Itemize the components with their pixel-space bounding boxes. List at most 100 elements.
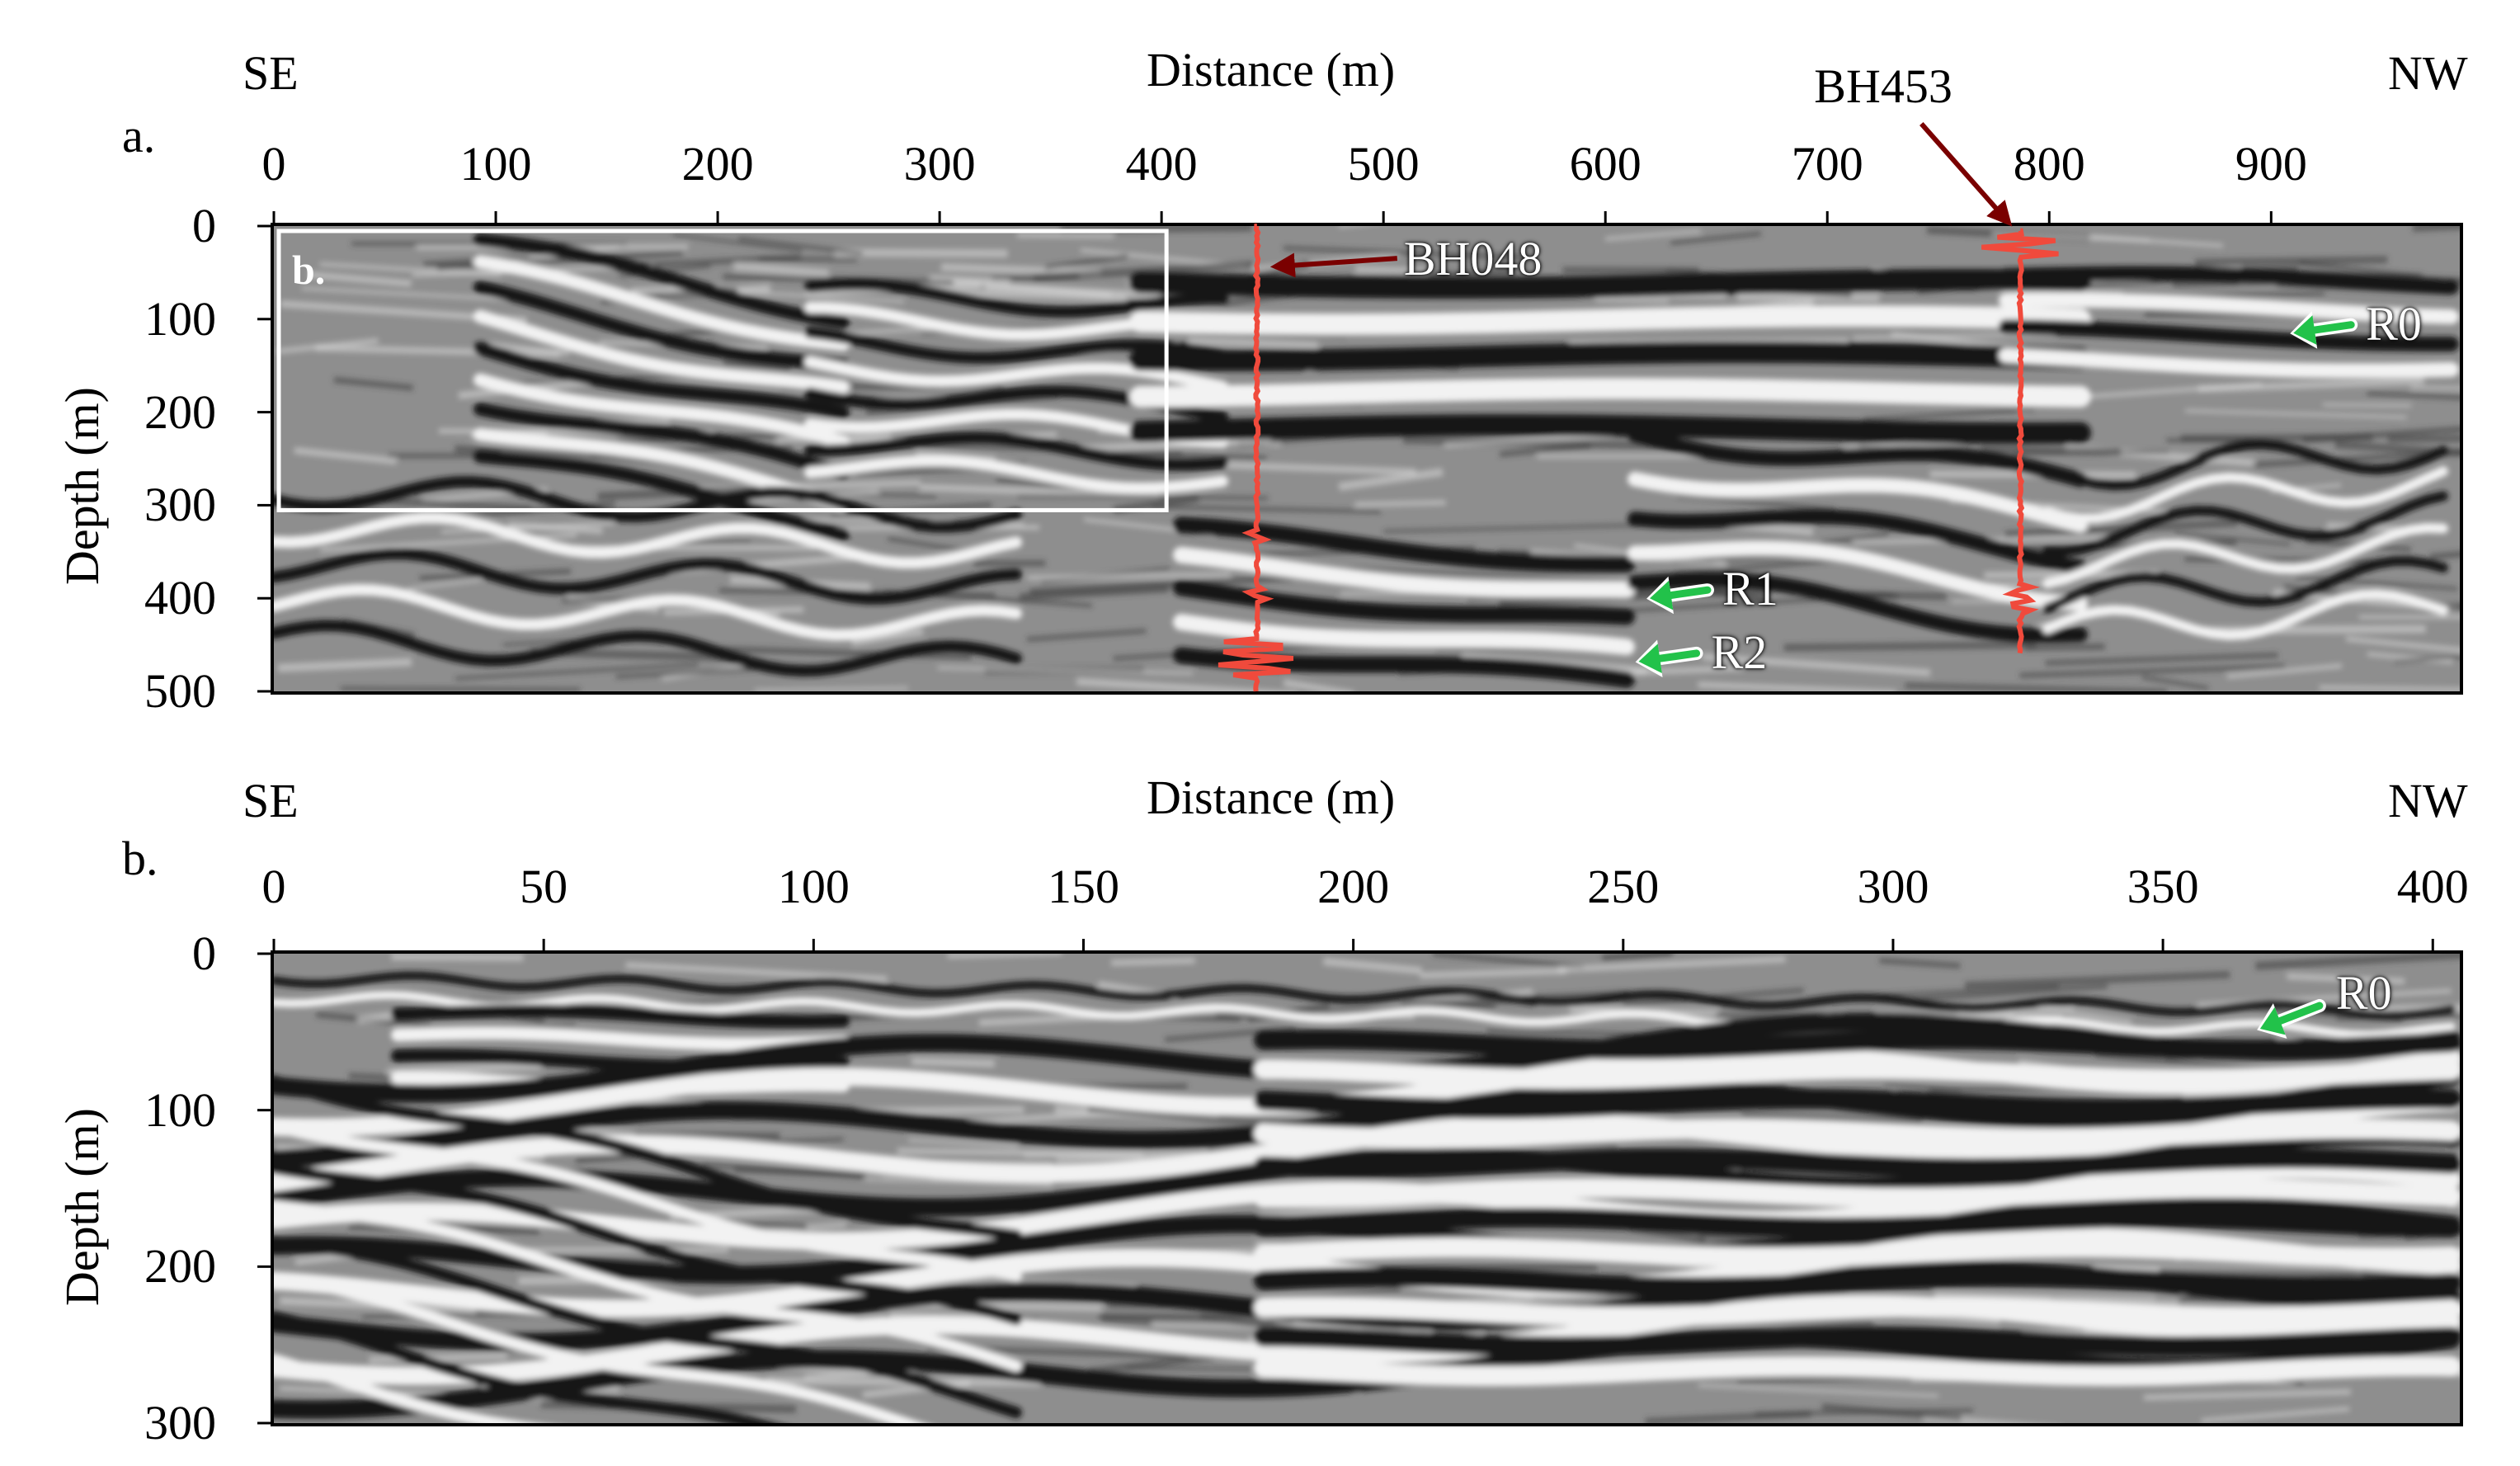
seismic-noise bbox=[2367, 652, 2453, 665]
seismic-noise bbox=[1016, 233, 1114, 238]
seismic-noise bbox=[2287, 973, 2405, 985]
seismic-noise bbox=[911, 1057, 996, 1068]
seismic-noise bbox=[1698, 1383, 1939, 1398]
seismic-reflector-band bbox=[2042, 439, 2448, 491]
seismic-reflector-band bbox=[1999, 292, 2459, 324]
seismic-noise bbox=[2019, 663, 2286, 678]
panel-a-x-axis-title: Distance (m) bbox=[1147, 43, 1396, 97]
x-tick-label: 300 bbox=[903, 137, 976, 191]
seismic-reflector-band bbox=[274, 548, 1022, 606]
seismic-noise bbox=[391, 954, 524, 962]
seismic-noise bbox=[2045, 652, 2278, 666]
seismic-reflector-band bbox=[1129, 378, 2091, 408]
seismic-noise bbox=[340, 686, 581, 691]
seismic-noise bbox=[277, 658, 412, 672]
seismic-noise bbox=[2141, 675, 2209, 691]
seismic-noise bbox=[2201, 1407, 2350, 1423]
seismic-noise bbox=[1076, 677, 1298, 691]
seismic-noise bbox=[1060, 226, 1252, 233]
seismic-reflector-band bbox=[274, 1353, 537, 1423]
seismic-noise bbox=[1670, 231, 1762, 246]
seismic-noise bbox=[1594, 298, 1669, 304]
seismic-panel-a: SE NW Distance (m) a. 0 100 200 300 400 500 60… bbox=[0, 0, 2520, 726]
seismic-reflector-band bbox=[391, 1004, 850, 1029]
x-tick-label: 150 bbox=[1047, 860, 1119, 913]
seismic-noise bbox=[1087, 1353, 1216, 1375]
seismic-noise bbox=[1821, 1403, 1962, 1421]
panel-b-reflector-r0-label: R0 bbox=[2335, 966, 2392, 1021]
seismic-noise bbox=[704, 645, 972, 661]
seismic-noise bbox=[2302, 426, 2460, 443]
y-tick-label: 0 bbox=[192, 199, 216, 252]
seismic-reflector-band bbox=[2042, 466, 2448, 524]
seismic-noise bbox=[2387, 435, 2460, 443]
x-tick-label: 50 bbox=[520, 860, 568, 913]
y-tick-label: 300 bbox=[144, 1396, 216, 1450]
seismic-noise bbox=[1783, 641, 2037, 652]
seismic-noise bbox=[2367, 390, 2460, 400]
seismic-noise bbox=[1017, 493, 1269, 501]
x-tick-label: 200 bbox=[681, 137, 754, 191]
x-tick-label: 900 bbox=[2235, 137, 2307, 191]
seismic-reflector-band bbox=[274, 1311, 777, 1423]
seismic-noise bbox=[2410, 385, 2460, 390]
seismic-noise bbox=[2023, 643, 2105, 651]
seismic-noise bbox=[1383, 523, 1639, 534]
seismic-noise bbox=[625, 962, 888, 983]
seismic-noise bbox=[1322, 957, 1423, 975]
seismic-reflector-band bbox=[1999, 319, 2459, 352]
panel-a-seismic-section bbox=[271, 223, 2463, 695]
seismic-reflector-band bbox=[1129, 414, 2091, 444]
seismic-noise bbox=[1740, 1112, 1923, 1127]
seismic-reflector-band bbox=[1254, 1296, 2460, 1327]
seismic-noise bbox=[1349, 567, 1620, 583]
seismic-noise bbox=[2255, 954, 2460, 970]
seismic-noise bbox=[1338, 468, 1444, 491]
seismic-noise bbox=[1736, 293, 1880, 302]
seismic-panel-b: SE NW Distance (m) b. 0 50 100 150 200 250 300… bbox=[0, 726, 2520, 1466]
seismic-reflector-band bbox=[1254, 1148, 2460, 1179]
seismic-noise bbox=[2143, 1388, 2351, 1401]
seismic-reflector-band bbox=[1129, 269, 2091, 299]
seismic-noise bbox=[1879, 957, 1961, 969]
panel-b-seismic-section bbox=[271, 950, 2463, 1426]
y-tick-label: 300 bbox=[144, 478, 216, 532]
seismic-reflector-band bbox=[1254, 1177, 2460, 1209]
seismic-reflector-band bbox=[391, 1049, 850, 1073]
seismic-noise bbox=[369, 1352, 507, 1364]
x-tick-label: 350 bbox=[2127, 860, 2199, 913]
seismic-reflector-band bbox=[1129, 305, 2091, 335]
seismic-noise bbox=[947, 954, 1062, 959]
seismic-noise bbox=[2194, 256, 2388, 266]
seismic-noise bbox=[701, 1162, 883, 1181]
seismic-noise bbox=[1702, 653, 1931, 676]
seismic-noise bbox=[1964, 970, 2230, 989]
seismic-noise bbox=[1188, 337, 1319, 349]
seismic-noise bbox=[1420, 967, 1567, 979]
panel-a-se-label: SE bbox=[243, 46, 299, 100]
seismic-noise bbox=[1673, 555, 1859, 577]
seismic-noise bbox=[937, 666, 1194, 676]
seismic-noise bbox=[1355, 266, 1428, 275]
y-tick-label: 200 bbox=[144, 384, 216, 439]
seismic-reflector-band bbox=[274, 1200, 1022, 1372]
x-tick-label: 0 bbox=[261, 137, 286, 191]
seismic-reflector-band bbox=[274, 511, 1022, 569]
borehole-bh453-label: BH453 bbox=[1814, 59, 1952, 113]
seismic-noise bbox=[1859, 984, 2060, 998]
seismic-noise bbox=[1087, 1105, 1276, 1129]
seismic-noise bbox=[1354, 500, 1446, 507]
y-tick-label: 100 bbox=[144, 1082, 216, 1137]
reflector-r2-label: R2 bbox=[1711, 625, 1768, 679]
x-tick-label: 100 bbox=[777, 860, 850, 913]
y-tick-label: 500 bbox=[144, 664, 216, 718]
panel-b-letter: b. bbox=[122, 832, 158, 885]
x-tick-label: 400 bbox=[2396, 860, 2469, 913]
seismic-noise bbox=[1027, 572, 1232, 581]
panel-b-seismic-image bbox=[274, 954, 2460, 1423]
seismic-noise bbox=[2090, 234, 2224, 248]
seismic-noise bbox=[455, 662, 699, 681]
seismic-noise bbox=[1981, 445, 2122, 456]
seismic-noise bbox=[2159, 1267, 2423, 1279]
seismic-noise bbox=[1259, 1200, 1480, 1218]
